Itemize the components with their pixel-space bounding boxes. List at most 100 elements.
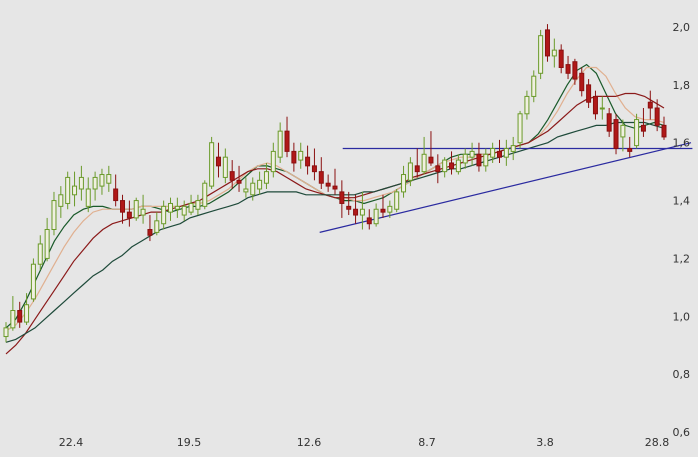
candle-body	[85, 188, 91, 207]
candle	[140, 194, 146, 224]
candle	[44, 217, 50, 262]
x-axis-ticks: 22.4 19.5 12.6 8.7 3.8 28.8	[59, 436, 670, 449]
candle-body	[65, 176, 71, 204]
y-tick-label: 1,0	[673, 310, 691, 323]
candle	[298, 142, 304, 169]
y-tick-label: 2,0	[673, 21, 691, 34]
candle-body	[654, 107, 660, 126]
candle	[147, 215, 153, 242]
candle	[435, 154, 441, 184]
candle-body	[421, 153, 427, 173]
candle	[209, 136, 215, 189]
candle	[257, 171, 263, 195]
candle	[188, 194, 194, 216]
candle-body	[613, 119, 619, 149]
candle-body	[181, 205, 187, 216]
candle-body	[592, 95, 598, 115]
candle-body	[168, 202, 173, 213]
candle-body	[270, 150, 276, 173]
y-tick-label: 0,8	[673, 368, 691, 381]
candle-body	[490, 148, 496, 158]
candle-body	[78, 176, 84, 190]
x-tick-label: 28.8	[645, 436, 670, 449]
candle	[407, 157, 413, 187]
candle-body	[120, 200, 126, 213]
candle-body	[606, 113, 612, 132]
candle-body	[332, 185, 338, 190]
candle-body	[586, 84, 592, 103]
candle	[263, 162, 269, 189]
candle	[442, 157, 448, 178]
candle	[168, 197, 173, 221]
candle-body	[620, 124, 626, 138]
candle-body	[263, 171, 269, 184]
candle-body	[305, 156, 311, 167]
candle-body	[44, 229, 50, 259]
candle-body	[647, 101, 653, 109]
candle	[428, 131, 434, 166]
candle	[325, 174, 331, 192]
candle	[92, 171, 98, 201]
candle-body	[161, 205, 167, 225]
candle	[65, 171, 71, 210]
candle	[366, 209, 372, 230]
candle-body	[387, 205, 393, 213]
candle-body	[627, 148, 633, 152]
candle-body	[10, 310, 16, 329]
candle-body	[544, 29, 550, 57]
candle	[318, 157, 324, 189]
candle	[613, 113, 619, 155]
candle-body	[634, 119, 640, 147]
candle	[346, 191, 352, 216]
indicator-line	[5, 92, 665, 355]
candle-body	[558, 49, 564, 68]
candle	[538, 29, 544, 80]
candle-body	[640, 124, 646, 132]
candles	[3, 24, 667, 343]
candle	[394, 189, 400, 213]
candle	[270, 142, 276, 178]
candle	[462, 148, 468, 169]
candle	[483, 148, 489, 172]
candle	[284, 116, 290, 158]
candle-body	[524, 95, 530, 115]
candle	[99, 168, 105, 195]
candle-body	[414, 165, 420, 173]
candle	[387, 200, 393, 218]
candle-body	[126, 211, 132, 219]
candle	[243, 177, 249, 198]
x-tick-label: 22.4	[59, 436, 84, 449]
candle	[449, 151, 455, 175]
candle-body	[599, 107, 605, 110]
candle-body	[106, 174, 112, 184]
candle-body	[140, 208, 146, 216]
candle	[531, 70, 537, 103]
candle-body	[579, 72, 585, 92]
candle-body	[394, 191, 400, 210]
candle	[373, 203, 379, 227]
candle-body	[497, 150, 502, 158]
candle	[455, 154, 461, 175]
candle-body	[284, 130, 290, 152]
candle	[401, 165, 407, 198]
candle-body	[469, 150, 475, 158]
candle-body	[311, 165, 317, 173]
candle	[640, 108, 646, 137]
y-tick-label: 0,6	[673, 426, 691, 439]
candle-body	[209, 142, 215, 187]
candle	[592, 90, 598, 120]
candle-body	[30, 263, 36, 300]
candle	[291, 142, 297, 172]
candle-body	[188, 202, 194, 213]
candle	[202, 180, 208, 210]
candle	[174, 197, 180, 218]
candle	[579, 67, 585, 97]
candle-body	[407, 162, 413, 181]
candle	[58, 186, 64, 218]
candle	[359, 191, 365, 230]
candle	[51, 191, 57, 236]
candle	[565, 55, 571, 80]
candle	[113, 174, 119, 207]
indicator-lines	[5, 63, 665, 355]
